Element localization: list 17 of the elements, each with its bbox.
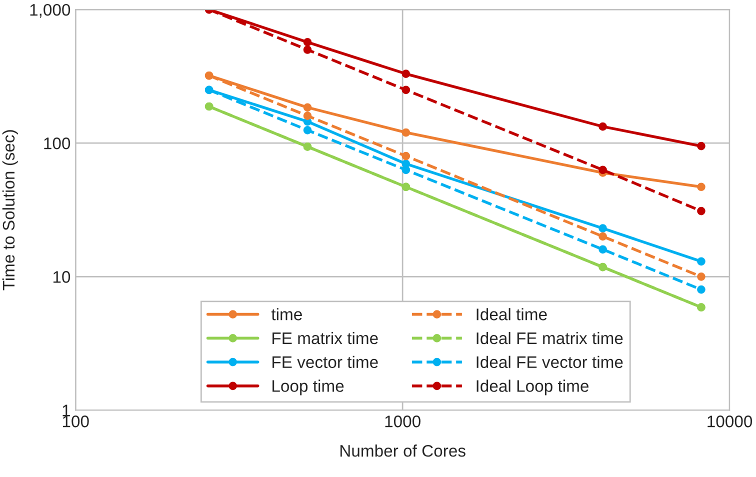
legend-label: FE vector time — [272, 356, 378, 368]
legend-label: Loop time — [272, 380, 344, 396]
y-axis-title: Time to Solution (sec) — [2, 130, 18, 290]
y-tick-label: 1 — [62, 404, 70, 416]
legend-label: Ideal FE matrix time — [476, 332, 623, 344]
x-tick-label: 10000 — [708, 416, 752, 428]
x-tick-label: 100 — [62, 416, 89, 428]
legend-label: Ideal time — [476, 308, 547, 320]
x-axis-title: Number of Cores — [340, 444, 466, 457]
x-tick-label: 1000 — [385, 416, 420, 428]
legend-label: time — [271, 308, 302, 320]
y-tick-label: 10 — [53, 271, 70, 283]
legend-label: FE matrix time — [272, 332, 378, 344]
legend-label: Ideal FE vector time — [476, 356, 623, 368]
legend-label: Ideal Loop time — [476, 380, 588, 396]
y-tick-label: 1,000 — [30, 4, 70, 18]
y-tick-label: 100 — [44, 138, 70, 150]
